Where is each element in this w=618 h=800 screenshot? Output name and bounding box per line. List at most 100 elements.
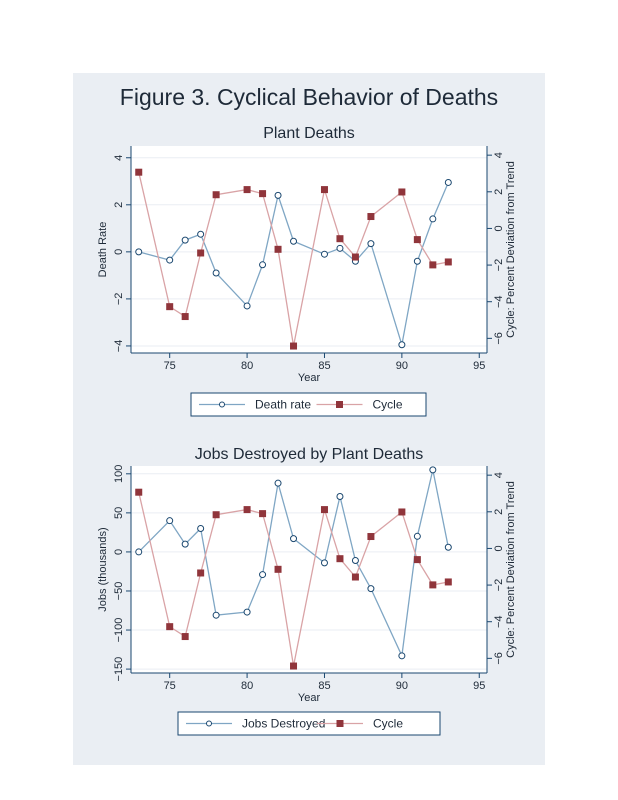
y-tick-label: −100 xyxy=(113,618,125,643)
y-tick-label: −4 xyxy=(113,340,125,353)
y2-tick-label: −2 xyxy=(493,579,505,592)
data-point xyxy=(197,569,205,577)
legend: Death rate Cycle xyxy=(190,392,427,417)
legend-label: Cycle xyxy=(373,717,403,731)
y2-tick-label: −6 xyxy=(493,652,505,665)
y-tick-label: 0 xyxy=(113,249,125,255)
y-tick-label: 2 xyxy=(113,202,125,208)
data-point xyxy=(181,236,189,244)
data-point xyxy=(212,611,220,619)
data-point xyxy=(336,235,344,243)
data-point xyxy=(429,581,437,589)
data-point xyxy=(367,585,375,593)
data-point xyxy=(243,186,251,194)
data-point xyxy=(367,240,375,248)
chart-2: Jobs Destroyed by Plant Deaths −150 −100 −5… xyxy=(97,446,517,736)
plot-area xyxy=(131,466,487,673)
data-point xyxy=(166,517,174,525)
data-point xyxy=(197,524,205,532)
legend-marker xyxy=(219,401,225,408)
data-point xyxy=(367,533,375,541)
data-point xyxy=(413,556,421,564)
y-axis-label: Jobs (thousands) xyxy=(97,527,109,611)
data-point xyxy=(290,342,298,350)
data-point xyxy=(259,510,267,518)
data-point xyxy=(429,215,437,223)
data-point xyxy=(398,341,406,349)
legend-label: Cycle xyxy=(373,398,403,412)
data-point xyxy=(166,623,174,631)
y2-tick-label: 4 xyxy=(493,152,505,158)
data-point xyxy=(243,608,251,616)
data-point xyxy=(336,244,344,252)
data-point xyxy=(320,250,328,258)
data-point xyxy=(243,506,251,514)
chart-1: Plant Deaths −4 −2 0 2 4 −6 −4 −2 0 2 4 75 80 85 90 95 Ye… xyxy=(97,125,517,417)
y2-tick-label: 0 xyxy=(493,545,505,551)
legend-marker xyxy=(336,401,343,408)
data-point xyxy=(197,230,205,238)
x-tick-label: 85 xyxy=(318,360,330,372)
legend-label: Jobs Destroyed xyxy=(242,717,325,731)
data-point xyxy=(351,557,359,565)
x-axis-label: Year xyxy=(298,372,321,384)
x-tick-label: 95 xyxy=(473,360,485,372)
data-point xyxy=(135,248,143,256)
data-point xyxy=(320,186,328,194)
y-tick-label: 4 xyxy=(113,155,125,161)
data-point xyxy=(212,269,220,277)
legend-box xyxy=(190,392,427,417)
x-tick-label: 80 xyxy=(241,360,253,372)
y2-tick-label: −2 xyxy=(493,259,505,272)
legend-box xyxy=(177,711,441,736)
data-point xyxy=(212,191,220,199)
legend-label: Death rate xyxy=(255,398,311,412)
data-point xyxy=(212,511,220,519)
y-tick-label: 0 xyxy=(113,549,125,555)
data-point xyxy=(398,652,406,660)
y-tick-label: 50 xyxy=(113,507,125,519)
figure-title: Figure 3. Cyclical Behavior of Deaths xyxy=(120,84,498,110)
data-point xyxy=(429,466,437,474)
y2-tick-label: −4 xyxy=(493,295,505,308)
data-point xyxy=(413,532,421,540)
data-point xyxy=(444,258,452,266)
data-point xyxy=(429,261,437,269)
y-tick-label: 100 xyxy=(113,465,125,483)
data-point xyxy=(367,213,375,221)
y2-tick-label: 2 xyxy=(493,509,505,515)
data-point xyxy=(181,313,189,321)
data-point xyxy=(166,303,174,311)
data-point xyxy=(444,543,452,551)
y-tick-label: −50 xyxy=(113,582,125,601)
data-point xyxy=(336,492,344,500)
data-point xyxy=(274,565,282,573)
data-point xyxy=(181,540,189,548)
data-point xyxy=(274,245,282,253)
data-point xyxy=(398,188,406,196)
x-tick-label: 95 xyxy=(473,680,485,692)
data-point xyxy=(336,555,344,563)
y2-tick-label: −6 xyxy=(493,332,505,345)
data-point xyxy=(351,253,359,261)
chart-title: Jobs Destroyed by Plant Deaths xyxy=(195,446,424,463)
y2-axis-label: Cycle: Percent Deviation from Trend xyxy=(505,481,517,658)
y-tick-label: −150 xyxy=(113,657,125,682)
data-point xyxy=(181,633,189,641)
chart-title: Plant Deaths xyxy=(263,125,355,142)
data-point xyxy=(398,508,406,516)
legend-marker xyxy=(206,720,212,727)
data-point xyxy=(243,302,251,310)
x-tick-label: 75 xyxy=(164,680,176,692)
data-point xyxy=(259,190,267,198)
x-tick-label: 85 xyxy=(318,680,330,692)
x-tick-label: 75 xyxy=(164,360,176,372)
data-point xyxy=(274,191,282,199)
y2-tick-label: 2 xyxy=(493,189,505,195)
plot-area xyxy=(131,146,487,353)
data-point xyxy=(290,237,298,245)
data-point xyxy=(259,571,267,579)
y2-tick-label: 4 xyxy=(493,472,505,478)
data-point xyxy=(444,578,452,586)
